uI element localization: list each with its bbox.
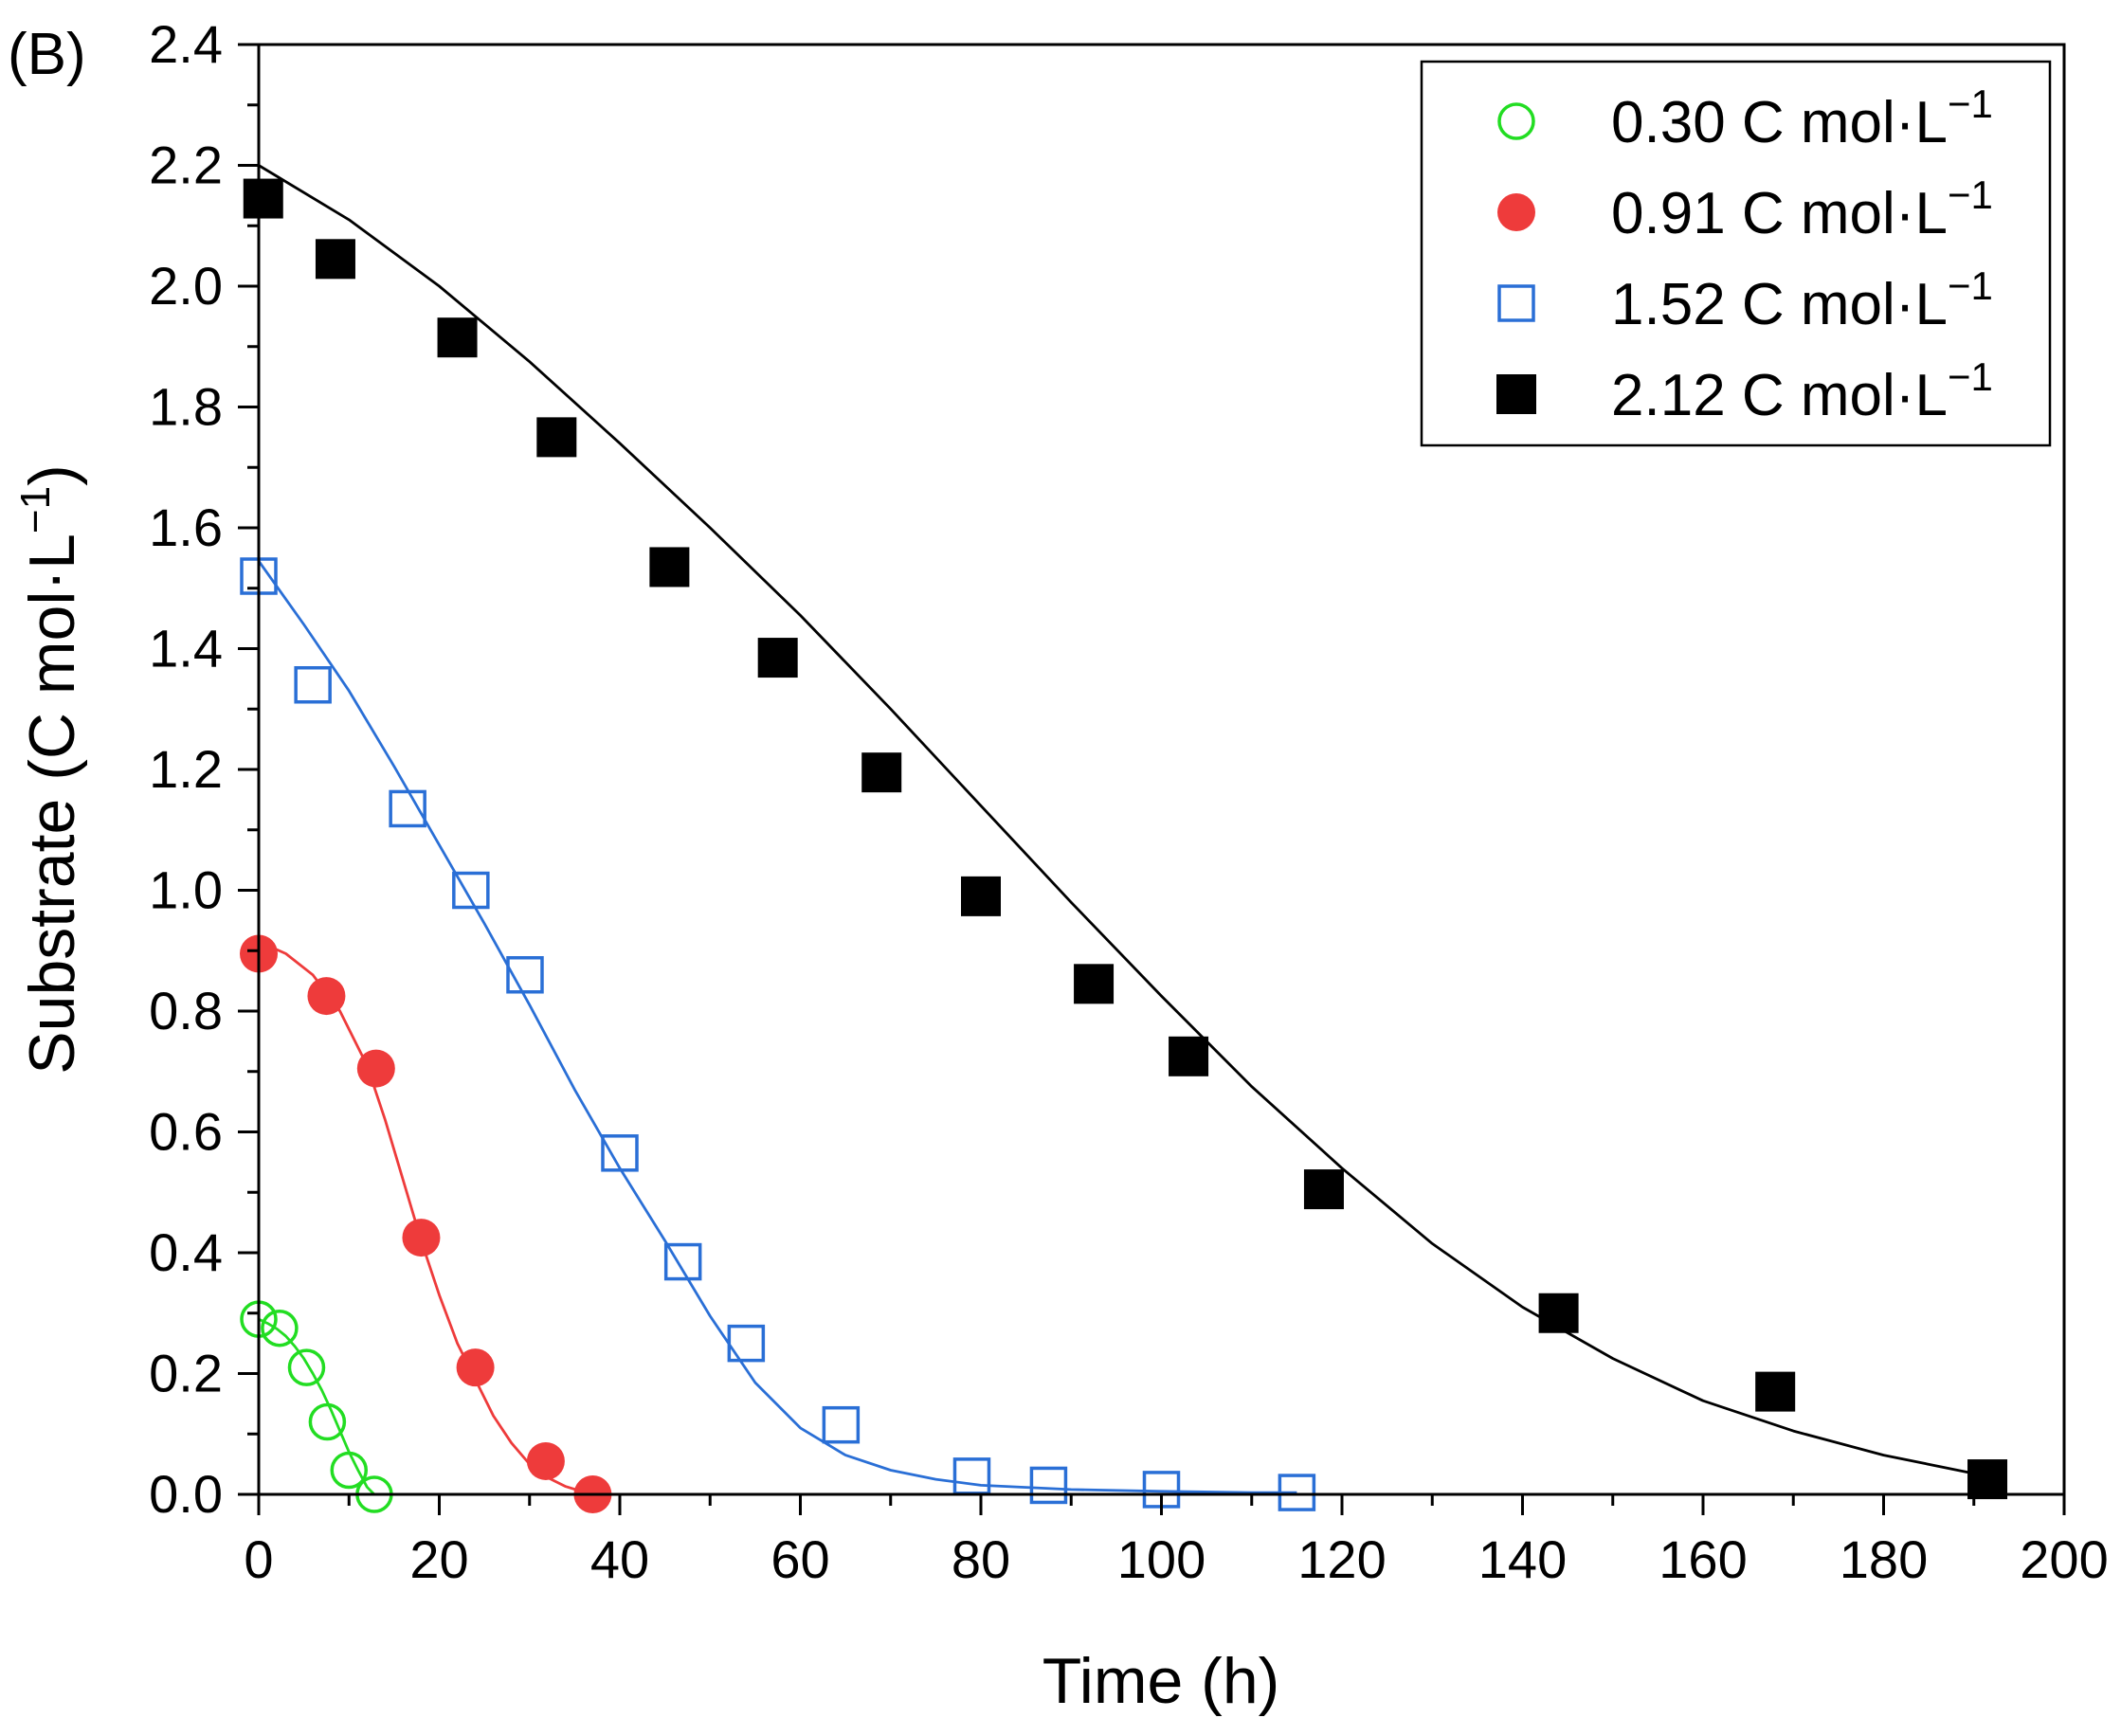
y-tick-label: 1.0 xyxy=(149,860,223,920)
y-tick-label: 0.2 xyxy=(149,1344,223,1403)
x-tick-label: 40 xyxy=(590,1529,649,1589)
data-point-series-3 xyxy=(1029,1466,1068,1505)
data-point-series-3 xyxy=(952,1457,991,1495)
y-tick-label: 1.4 xyxy=(149,619,223,678)
y-tick-label: 0.8 xyxy=(149,981,223,1040)
y-tick-label: 2.0 xyxy=(149,256,223,316)
data-point-series-4 xyxy=(315,239,355,280)
data-point-series-2 xyxy=(456,1348,495,1387)
x-tick-label: 100 xyxy=(1117,1529,1206,1589)
legend-label-series-3: 1.52 C mol·L−1 xyxy=(1611,263,1993,337)
panel-label: (B) xyxy=(8,22,86,87)
x-axis-title: Time (h) xyxy=(1042,1645,1280,1717)
data-point-series-4 xyxy=(1074,964,1115,1004)
data-point-series-3 xyxy=(452,871,490,910)
axes: 0 20 40 60 80 100 120 140 160 180 200 0.0 0.2 0.4 0.6 0… xyxy=(149,14,2109,1589)
x-tick-label: 160 xyxy=(1659,1529,1747,1589)
y-tick-label: 0.6 xyxy=(149,1102,223,1162)
data-point-series-1 xyxy=(287,1348,326,1386)
data-markers xyxy=(240,178,2008,1513)
data-point-series-4 xyxy=(649,547,690,588)
data-point-series-2 xyxy=(526,1441,565,1480)
y-tick-label: 1.6 xyxy=(149,497,223,557)
legend-marker-series-1 xyxy=(1497,102,1535,140)
data-point-series-4 xyxy=(243,178,283,219)
data-point-series-4 xyxy=(961,876,1001,916)
y-axis-title-close: ) xyxy=(16,464,88,486)
data-point-series-1 xyxy=(261,1309,299,1347)
data-point-series-3 xyxy=(1278,1474,1316,1511)
x-tick-label: 140 xyxy=(1478,1529,1567,1589)
data-point-series-4 xyxy=(1755,1371,1796,1412)
legend-label-series-2: 0.91 C mol·L−1 xyxy=(1611,172,1993,246)
data-point-series-4 xyxy=(1169,1036,1209,1076)
x-tick-label: 180 xyxy=(1840,1529,1928,1589)
fit-curve-series-4 xyxy=(258,164,1988,1478)
legend-marker-series-2 xyxy=(1497,193,1535,231)
y-tick-label: 1.2 xyxy=(149,739,223,799)
legend-marker-series-4 xyxy=(1496,374,1536,414)
y-axis-title-main: Substrate (C mol·L xyxy=(16,533,88,1075)
legend-items: 0.30 C mol·L−1 0.91 C mol·L−1 1.52 C mol·L… xyxy=(1496,81,1993,428)
data-point-series-4 xyxy=(861,752,902,793)
data-point-series-2 xyxy=(402,1219,441,1257)
data-point-series-1 xyxy=(330,1451,368,1490)
x-tick-label: 80 xyxy=(952,1529,1010,1589)
legend-label-series-4: 2.12 C mol·L−1 xyxy=(1611,354,1993,428)
y-tick-label: 2.2 xyxy=(149,136,223,195)
data-point-series-4 xyxy=(437,317,478,358)
x-tick-label: 0 xyxy=(244,1529,273,1589)
x-tick-label: 200 xyxy=(2020,1529,2108,1589)
legend-marker-series-3 xyxy=(1497,284,1535,322)
x-tick-label: 120 xyxy=(1297,1529,1386,1589)
data-point-series-3 xyxy=(294,666,332,704)
data-point-series-1 xyxy=(308,1402,347,1441)
y-axis-title: Substrate (C mol·L−1) xyxy=(12,464,88,1074)
y-tick-label: 1.8 xyxy=(149,377,223,437)
legend: 0.30 C mol·L−1 0.91 C mol·L−1 1.52 C mol·L… xyxy=(1420,60,2052,447)
data-point-series-3 xyxy=(727,1324,766,1363)
data-point-series-2 xyxy=(356,1049,395,1088)
data-point-series-3 xyxy=(822,1405,861,1444)
y-tick-label: 0.0 xyxy=(149,1464,223,1524)
data-point-series-4 xyxy=(1538,1293,1579,1333)
data-point-series-4 xyxy=(536,417,577,458)
y-axis-title-superscript: −1 xyxy=(12,486,59,533)
data-point-series-4 xyxy=(1303,1169,1344,1210)
x-tick-label: 20 xyxy=(409,1529,468,1589)
data-point-series-4 xyxy=(757,638,798,678)
data-point-series-3 xyxy=(601,1134,639,1172)
fit-curve-series-2 xyxy=(258,940,598,1496)
data-point-series-2 xyxy=(307,977,346,1016)
data-point-series-3 xyxy=(506,956,544,994)
y-tick-label: 0.4 xyxy=(149,1222,223,1282)
y-tick-label: 2.4 xyxy=(149,14,223,74)
legend-label-series-1: 0.30 C mol·L−1 xyxy=(1611,81,1993,155)
x-tick-label: 60 xyxy=(770,1529,829,1589)
data-point-series-3 xyxy=(389,789,426,828)
fit-curve-series-3 xyxy=(257,560,1297,1494)
data-point-series-4 xyxy=(1967,1459,2008,1500)
data-point-series-3 xyxy=(663,1242,702,1281)
